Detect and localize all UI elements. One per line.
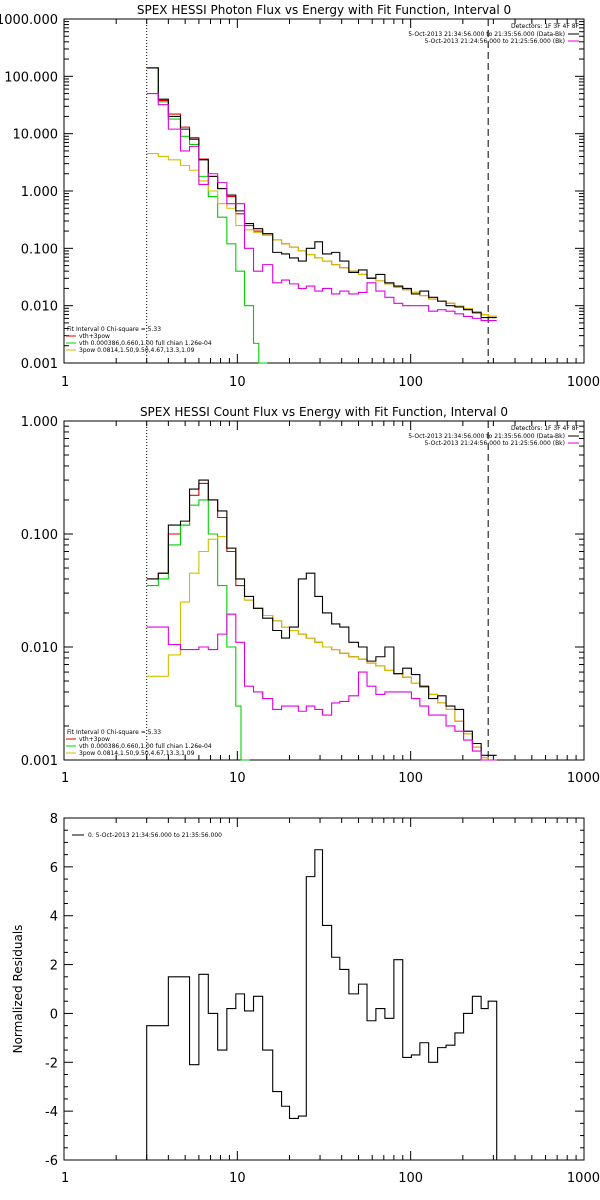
chart-3 xyxy=(63,817,585,1161)
y-tick-label: 2 xyxy=(50,959,58,974)
legend-entry: Fit Interval 0 Chi-square = 5.33 xyxy=(67,326,161,333)
y-tick-label: -2 xyxy=(45,1056,58,1071)
data-series-2 xyxy=(146,93,497,322)
y-tick-label: 0.001 xyxy=(21,357,58,372)
fit-line-vth xyxy=(146,67,268,364)
y-tick-label: 6 xyxy=(50,861,58,876)
y-tick-label: 100.000 xyxy=(4,70,58,85)
x-tick-label: 1000 xyxy=(567,375,600,390)
x-tick-label: 100 xyxy=(398,771,423,786)
x-tick-label: 10 xyxy=(229,1171,246,1186)
fit-line-3pow xyxy=(146,535,497,761)
legend-entry: 3pow 0.0814,1.50,9.50,4.67,13.3,1.09 xyxy=(79,750,195,757)
legend-entry: vth 0.000386,0.660,1.00 full chian 1.26e… xyxy=(79,743,212,750)
y-tick-label: -6 xyxy=(45,1154,58,1169)
legend-entry: 0. 5-Oct-2013 21:34:56.000 to 21:35:56.0… xyxy=(88,832,222,839)
y-tick-label: 0.010 xyxy=(21,641,58,656)
plot-frame xyxy=(63,18,585,364)
x-tick-label: 10 xyxy=(229,771,246,786)
data-series-2 xyxy=(146,613,497,761)
y-tick-label: -4 xyxy=(45,1105,58,1120)
legend-entry: vth+3pow xyxy=(79,736,110,743)
y-tick-label: 1.000 xyxy=(21,185,58,200)
chart-title: SPEX HESSI Count Flux vs Energy with Fit… xyxy=(140,405,508,419)
plot-frame xyxy=(63,420,585,761)
y-tick-label: 0 xyxy=(50,1007,58,1022)
chart-1 xyxy=(63,18,585,364)
fit-line-vth-3pow xyxy=(146,67,497,317)
y-tick-label: 0.100 xyxy=(21,528,58,543)
legend-entry: 5-Oct-2013 21:24:56.000 to 21:25:56.000 … xyxy=(425,440,566,447)
x-tick-label: 100 xyxy=(398,1171,423,1186)
chart-title: SPEX HESSI Photon Flux vs Energy with Fi… xyxy=(137,3,511,17)
y-tick-label: 1.000 xyxy=(21,415,58,430)
legend-entry: 5-Oct-2013 21:24:56.000 to 21:25:56.000 … xyxy=(425,38,566,45)
legend-entry: vth 0.000386,0.660,1.00 full chian 1.26e… xyxy=(79,340,212,347)
y-tick-label: 0.100 xyxy=(21,242,58,257)
x-tick-label: 1 xyxy=(61,771,69,786)
detectors-label: Detectors: 1F 3F 4F 8F xyxy=(511,23,580,30)
plot-frame xyxy=(63,817,585,1161)
x-tick-label: 100 xyxy=(398,375,423,390)
y-tick-label: 4 xyxy=(50,910,58,925)
detectors-label: Detectors: 1F 3F 4F 8F xyxy=(511,425,580,432)
legend-entry: vth+3pow xyxy=(79,333,110,340)
y-tick-label: 0.010 xyxy=(21,300,58,315)
y-tick-label: 8 xyxy=(50,812,58,827)
data-series-1 xyxy=(146,479,497,756)
x-tick-label: 10 xyxy=(229,375,246,390)
data-series-1 xyxy=(146,849,498,1160)
x-tick-label: 1 xyxy=(61,1171,69,1186)
x-tick-label: 1 xyxy=(61,375,69,390)
x-tick-label: 1000 xyxy=(567,771,600,786)
legend-entry: 5-Oct-2013 21:34:56.000 to 21:35:56.000 … xyxy=(408,433,565,440)
legend-entry: 3pow 0.0814,1.50,9.50,4.67,13.3,1.09 xyxy=(79,347,195,354)
x-tick-label: 1000 xyxy=(567,1171,600,1186)
y-tick-label: 1000.000 xyxy=(0,13,58,28)
legend-entry: 5-Oct-2013 21:34:56.000 to 21:35:56.000 … xyxy=(408,31,565,38)
y-tick-label: 0.001 xyxy=(21,754,58,769)
data-series-1 xyxy=(146,67,497,319)
fit-line-vth xyxy=(146,499,250,761)
fit-line-vth-3pow xyxy=(146,482,497,761)
legend-entry: Fit Interval 0 Chi-square = 5.33 xyxy=(67,729,161,736)
y-tick-label: 10.000 xyxy=(13,128,59,143)
y-axis-label: Normalized Residuals xyxy=(11,925,25,1054)
chart-2 xyxy=(63,420,585,761)
